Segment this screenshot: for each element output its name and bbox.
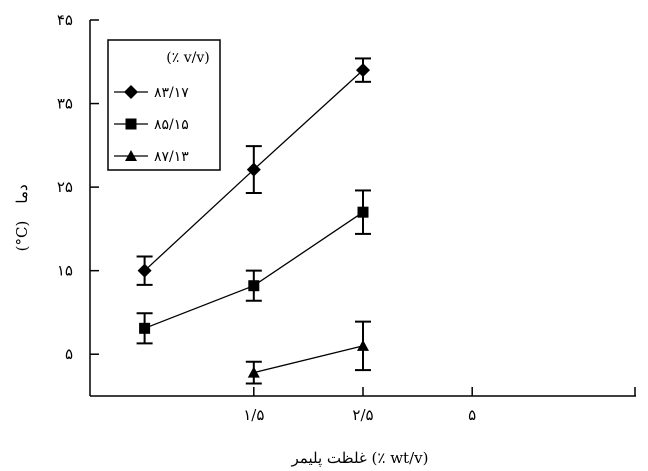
data-point-diamond: [246, 162, 261, 177]
data-point-square: [139, 322, 151, 334]
legend-item: ۸۷/۱۳: [114, 149, 189, 165]
data-point-diamond: [137, 263, 152, 278]
legend-label: ۸۳/۱۷: [154, 85, 189, 101]
legend-label: ۸۵/۱۵: [154, 117, 189, 133]
y-tick-label: ۴۵: [57, 11, 73, 29]
data-point-triangle: [247, 366, 260, 378]
series-diamond: [136, 57, 371, 286]
data-point-triangle: [357, 339, 369, 351]
series-triangle: [245, 320, 371, 385]
data-point-triangle: [125, 150, 137, 161]
y-axis-title: (°C) دما: [13, 184, 31, 251]
legend: (٪ v/v) ۸۳/۱۷ ۸۵/۱۵ ۸۷/۱۳: [107, 39, 221, 171]
legend-title: (٪ v/v): [166, 50, 209, 66]
x-axis-title: غلظت پلیمر (٪ wt/v): [291, 449, 429, 467]
x-tick-label: ۱/۵: [243, 406, 264, 424]
y-tick-label: ۵: [65, 345, 73, 363]
legend-entries: ۸۳/۱۷ ۸۵/۱۵ ۸۷/۱۳: [114, 85, 189, 165]
legend-box: [107, 39, 221, 171]
y-tick-label: ۲۵: [57, 178, 73, 196]
legend-item: ۸۵/۱۵: [114, 117, 189, 133]
legend-label: ۸۷/۱۳: [154, 149, 189, 165]
data-point-diamond: [356, 63, 370, 78]
x-axis-ticks: ۱/۵ ۲/۵ ۵: [243, 387, 636, 424]
legend-item: ۸۳/۱۷: [114, 85, 189, 101]
data-point-square: [248, 280, 260, 292]
x-tick-label: ۵: [468, 406, 476, 424]
y-tick-label: ۳۵: [57, 95, 73, 113]
y-axis-ticks: ۵ ۱۵ ۲۵ ۳۵ ۴۵: [57, 11, 99, 363]
y-tick-label: ۱۵: [57, 262, 73, 280]
data-point-square: [357, 206, 369, 218]
series-layer: [136, 57, 371, 385]
x-tick-label: ۲/۵: [352, 406, 373, 424]
series-line: [253, 345, 364, 374]
data-point-diamond: [124, 85, 138, 99]
y-axis-title-unit: (°C): [13, 221, 31, 252]
data-point-square: [125, 118, 137, 130]
series-square: [136, 189, 371, 345]
y-axis-title-word: دما: [13, 184, 31, 203]
